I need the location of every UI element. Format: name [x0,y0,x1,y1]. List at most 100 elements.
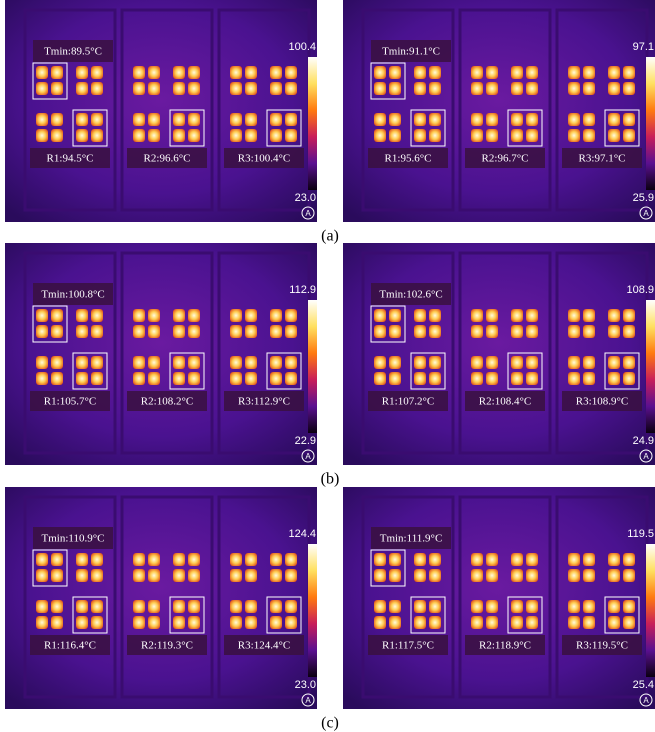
chip [270,129,282,142]
chip [429,600,441,613]
scale-min: 23.0 [295,192,316,204]
chip [51,569,63,582]
chip [608,325,620,338]
chip [486,553,498,566]
chip [173,372,185,385]
chip [471,113,483,126]
chip [568,356,580,369]
chip [623,372,635,385]
chip [526,356,538,369]
chip [511,66,523,79]
chip [188,113,200,126]
chip [285,82,297,95]
chip [583,113,595,126]
chip [471,325,483,338]
chip [148,325,160,338]
chip [51,356,63,369]
chip [608,129,620,142]
chip [91,600,103,613]
chip [230,325,242,338]
chip [471,82,483,95]
chip [414,600,426,613]
chip [133,569,145,582]
chip [429,113,441,126]
chip [188,553,200,566]
caption: (a) [321,228,339,245]
chip [51,129,63,142]
chip [91,356,103,369]
thermal-panel: R1:95.6°CR2:96.7°CR3:97.1°CTmin:91.1°C97… [343,0,655,222]
chip [568,66,580,79]
chip [76,569,88,582]
scale-min: 24.9 [633,435,654,447]
chip [91,325,103,338]
chip [429,372,441,385]
chip [285,569,297,582]
chip [36,309,48,322]
chip [51,309,63,322]
badge: A [305,452,311,461]
region-label: R2:119.3°C [141,640,193,652]
chip [471,372,483,385]
chip [583,356,595,369]
chip [511,372,523,385]
thermal-background [343,243,655,465]
chip [583,372,595,385]
scale-max: 124.4 [288,528,316,540]
chip [568,129,580,142]
chip [245,325,257,338]
badge: A [643,696,649,705]
chip [374,113,386,126]
chip [173,113,185,126]
chip [51,113,63,126]
chip [270,372,282,385]
chip [526,553,538,566]
chip [389,356,401,369]
chip [285,66,297,79]
chip [91,372,103,385]
chip [429,66,441,79]
chip [36,372,48,385]
chip [91,553,103,566]
region-label: R1:94.5°C [47,153,94,165]
chip [173,82,185,95]
scale-min: 25.4 [633,679,654,691]
chip [230,82,242,95]
chip [173,616,185,629]
chip [285,372,297,385]
chip [91,309,103,322]
chip [188,600,200,613]
chip [511,569,523,582]
chip [51,82,63,95]
chip [583,309,595,322]
chip [148,616,160,629]
chip [583,82,595,95]
chip [230,553,242,566]
chip [568,600,580,613]
region-label: R3:100.4°C [238,153,290,165]
chip [133,129,145,142]
chip [133,372,145,385]
chip [583,616,595,629]
chip [245,309,257,322]
chip [486,616,498,629]
chip [526,569,538,582]
chip [414,325,426,338]
chip [389,309,401,322]
chip [471,600,483,613]
chip [91,66,103,79]
chip [374,569,386,582]
chip [471,129,483,142]
chip [568,553,580,566]
chip [188,82,200,95]
chip [471,553,483,566]
chip [526,129,538,142]
region-label: R3:124.4°C [238,640,290,652]
chip [374,600,386,613]
chip [583,600,595,613]
chip [148,553,160,566]
chip [608,309,620,322]
thermal-background [5,487,317,709]
chip [188,569,200,582]
